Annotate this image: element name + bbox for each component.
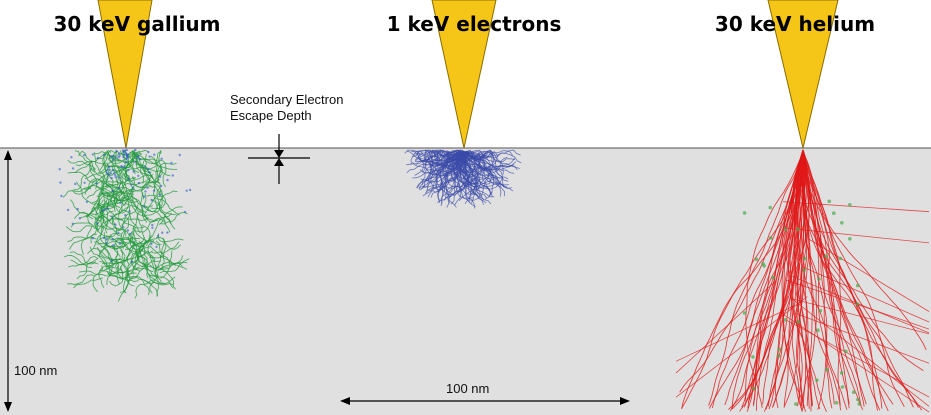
horizontal-scale-label: 100 nm: [446, 381, 490, 396]
escape-depth-label-line1: Secondary Electron: [230, 92, 344, 107]
gallium-beam-title: 30 keV gallium: [53, 12, 221, 36]
electron-trajectories: [404, 149, 522, 209]
escape-depth-marker: [248, 134, 310, 184]
helium-beam-cone: [767, 0, 839, 149]
vertical-scale-bar: [4, 150, 12, 412]
gallium-trajectories: [58, 148, 192, 302]
escape-depth-label-line2: Escape Depth: [230, 108, 312, 123]
gallium-beam-cone: [97, 0, 153, 149]
electron-beam-title: 1 keV electrons: [386, 12, 562, 36]
electron-beam-cone: [431, 0, 497, 149]
vertical-scale-label: 100 nm: [14, 363, 58, 378]
helium-trajectories: [675, 149, 930, 413]
helium-beam-title: 30 keV helium: [714, 12, 876, 36]
horizontal-scale-bar: [340, 397, 630, 405]
